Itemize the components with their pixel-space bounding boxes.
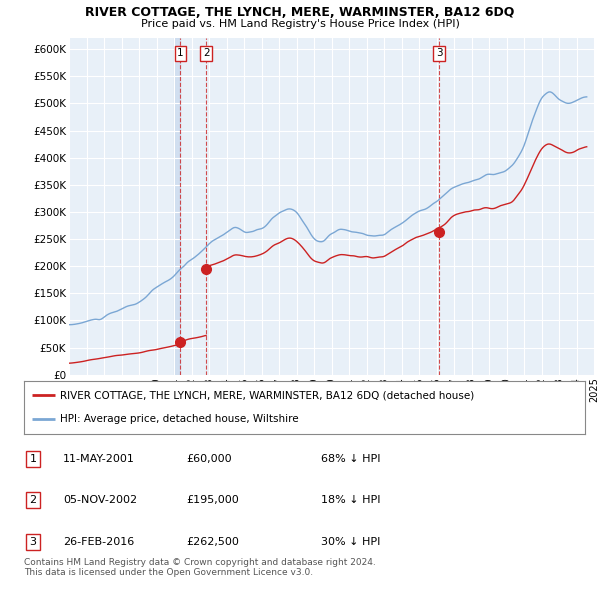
Text: 2: 2: [29, 496, 37, 505]
Text: 30% ↓ HPI: 30% ↓ HPI: [321, 537, 380, 546]
Text: 68% ↓ HPI: 68% ↓ HPI: [321, 454, 380, 464]
Text: Contains HM Land Registry data © Crown copyright and database right 2024.
This d: Contains HM Land Registry data © Crown c…: [24, 558, 376, 577]
Text: 1: 1: [29, 454, 37, 464]
Text: £262,500: £262,500: [186, 537, 239, 546]
Text: 18% ↓ HPI: 18% ↓ HPI: [321, 496, 380, 505]
Text: HPI: Average price, detached house, Wiltshire: HPI: Average price, detached house, Wilt…: [61, 414, 299, 424]
Text: 26-FEB-2016: 26-FEB-2016: [63, 537, 134, 546]
Text: 1: 1: [177, 48, 184, 58]
Text: £195,000: £195,000: [186, 496, 239, 505]
Text: £60,000: £60,000: [186, 454, 232, 464]
Text: 3: 3: [436, 48, 442, 58]
Text: 2: 2: [203, 48, 209, 58]
Text: 05-NOV-2002: 05-NOV-2002: [63, 496, 137, 505]
Text: Price paid vs. HM Land Registry's House Price Index (HPI): Price paid vs. HM Land Registry's House …: [140, 19, 460, 29]
Text: RIVER COTTAGE, THE LYNCH, MERE, WARMINSTER, BA12 6DQ: RIVER COTTAGE, THE LYNCH, MERE, WARMINST…: [85, 6, 515, 19]
Text: 3: 3: [29, 537, 37, 546]
Text: RIVER COTTAGE, THE LYNCH, MERE, WARMINSTER, BA12 6DQ (detached house): RIVER COTTAGE, THE LYNCH, MERE, WARMINST…: [61, 391, 475, 401]
Bar: [174, 38, 181, 375]
Text: 11-MAY-2001: 11-MAY-2001: [63, 454, 135, 464]
